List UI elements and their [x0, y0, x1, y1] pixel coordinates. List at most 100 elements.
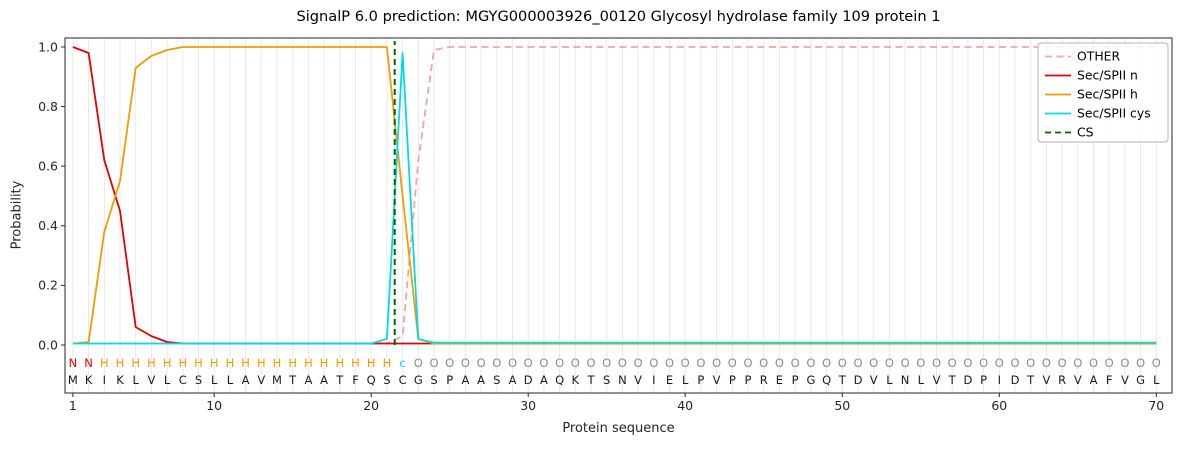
svg-text:H: H — [351, 356, 360, 370]
svg-text:G: G — [1136, 373, 1145, 387]
series-line-sec-spii-n — [72, 46, 1157, 345]
series-line-sec-spii-h — [72, 46, 1157, 345]
y-axis-label: Probability — [9, 180, 25, 250]
svg-text:G: G — [414, 373, 423, 387]
svg-text:T: T — [335, 373, 344, 387]
svg-text:L: L — [886, 373, 893, 387]
svg-text:V: V — [1074, 373, 1082, 387]
svg-text:O: O — [539, 356, 548, 370]
svg-text:H: H — [194, 356, 203, 370]
svg-text:A: A — [540, 373, 548, 387]
svg-text:O: O — [414, 356, 423, 370]
svg-text:O: O — [712, 356, 721, 370]
svg-text:N: N — [84, 356, 93, 370]
x-tick-label: 70 — [1148, 398, 1164, 413]
svg-text:O: O — [1152, 356, 1161, 370]
svg-text:O: O — [508, 356, 517, 370]
svg-text:V: V — [933, 373, 941, 387]
svg-text:H: H — [335, 356, 344, 370]
svg-text:O: O — [492, 356, 501, 370]
svg-text:O: O — [869, 356, 878, 370]
svg-text:V: V — [147, 373, 155, 387]
svg-text:O: O — [791, 356, 800, 370]
svg-text:V: V — [713, 373, 721, 387]
y-tick-label: 0.8 — [38, 99, 58, 114]
svg-text:G: G — [806, 373, 815, 387]
svg-text:A: A — [509, 373, 517, 387]
svg-text:O: O — [1136, 356, 1145, 370]
svg-text:S: S — [430, 373, 437, 387]
svg-text:F: F — [352, 373, 359, 387]
svg-text:T: T — [948, 373, 957, 387]
x-tick-label: 30 — [520, 398, 536, 413]
y-tick-label: 0.4 — [38, 218, 58, 233]
svg-text:T: T — [586, 373, 595, 387]
svg-text:H: H — [288, 356, 297, 370]
svg-text:O: O — [649, 356, 658, 370]
svg-text:D: D — [963, 373, 972, 387]
svg-text:I: I — [998, 373, 1001, 387]
svg-text:T: T — [288, 373, 297, 387]
y-tick-label: 0.0 — [38, 337, 58, 352]
svg-text:S: S — [493, 373, 500, 387]
svg-text:T: T — [838, 373, 847, 387]
svg-text:P: P — [980, 373, 987, 387]
svg-text:H: H — [226, 356, 235, 370]
svg-text:O: O — [429, 356, 438, 370]
svg-text:H: H — [163, 356, 172, 370]
legend-entry-sec-spii-h: Sec/SPII h — [1045, 87, 1138, 102]
svg-text:O: O — [901, 356, 910, 370]
svg-text:H: H — [241, 356, 250, 370]
svg-text:O: O — [1089, 356, 1098, 370]
svg-text:O: O — [853, 356, 862, 370]
svg-text:E: E — [666, 373, 673, 387]
svg-text:O: O — [979, 356, 988, 370]
svg-text:N: N — [618, 373, 627, 387]
svg-text:L: L — [682, 373, 689, 387]
svg-text:P: P — [729, 373, 736, 387]
x-axis-label: Protein sequence — [562, 421, 675, 436]
svg-text:O: O — [916, 356, 925, 370]
legend-label: OTHER — [1077, 49, 1120, 64]
svg-text:L: L — [164, 373, 171, 387]
svg-text:O: O — [838, 356, 847, 370]
svg-text:O: O — [728, 356, 737, 370]
legend-entry-cs: CS — [1045, 125, 1094, 140]
svg-text:L: L — [227, 373, 234, 387]
svg-text:O: O — [1105, 356, 1114, 370]
chart-title: SignalP 6.0 prediction: MGYG000003926_00… — [296, 8, 941, 25]
svg-text:E: E — [776, 373, 783, 387]
svg-text:O: O — [602, 356, 611, 370]
svg-text:P: P — [792, 373, 799, 387]
x-tick-label: 60 — [991, 398, 1007, 413]
svg-text:R: R — [760, 373, 768, 387]
svg-text:P: P — [697, 373, 704, 387]
svg-text:O: O — [775, 356, 784, 370]
svg-text:A: A — [461, 373, 469, 387]
svg-text:H: H — [304, 356, 313, 370]
legend-box — [1037, 42, 1169, 143]
svg-text:O: O — [759, 356, 768, 370]
svg-text:O: O — [1042, 356, 1051, 370]
svg-text:L: L — [1153, 373, 1160, 387]
svg-text:O: O — [806, 356, 815, 370]
svg-text:A: A — [242, 373, 250, 387]
svg-text:M: M — [68, 373, 78, 387]
legend-label: CS — [1077, 125, 1094, 140]
x-tick-label: 1 — [69, 398, 77, 413]
svg-text:O: O — [445, 356, 454, 370]
svg-text:c: c — [399, 356, 405, 370]
x-tick-label: 20 — [363, 398, 379, 413]
svg-text:O: O — [995, 356, 1004, 370]
legend-entry-sec-spii-n: Sec/SPII n — [1045, 68, 1138, 83]
svg-text:M: M — [272, 373, 282, 387]
svg-text:P: P — [745, 373, 752, 387]
svg-text:A: A — [304, 373, 312, 387]
svg-text:A: A — [1090, 373, 1098, 387]
svg-text:O: O — [555, 356, 564, 370]
svg-text:K: K — [116, 373, 124, 387]
legend-entry-other: OTHER — [1045, 49, 1120, 64]
svg-text:H: H — [210, 356, 219, 370]
